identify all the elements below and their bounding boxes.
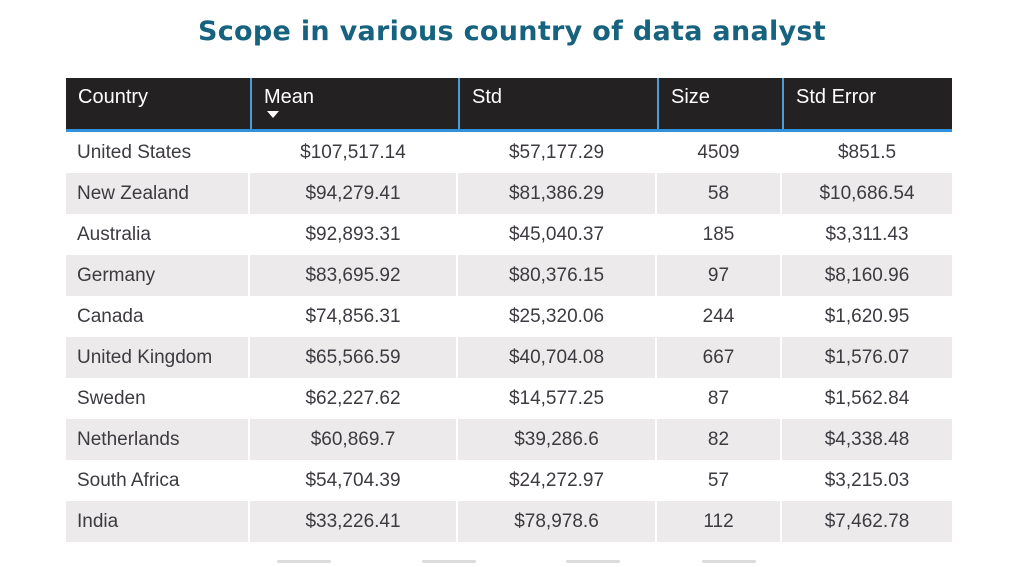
cell-country: United States: [66, 132, 250, 173]
column-header-label: Country: [78, 86, 149, 108]
data-table: Country Mean Std Size Std Error United S…: [66, 78, 952, 542]
cropped-element-fragment: [566, 560, 620, 563]
cell-std: $40,704.08: [458, 337, 657, 378]
cell-std: $81,386.29: [458, 173, 657, 214]
table-row[interactable]: Germany $83,695.92 $80,376.15 97 $8,160.…: [66, 255, 952, 296]
cell-std-error: $3,311.43: [782, 214, 952, 255]
cell-std-error: $4,338.48: [782, 419, 952, 460]
cell-size: 185: [657, 214, 782, 255]
sort-descending-icon: [267, 111, 279, 118]
cell-country: Sweden: [66, 378, 250, 419]
cell-mean: $54,704.39: [250, 460, 458, 501]
cell-size: 57: [657, 460, 782, 501]
column-header-label: Size: [671, 86, 710, 108]
cell-std: $45,040.37: [458, 214, 657, 255]
cell-country: Australia: [66, 214, 250, 255]
table-row[interactable]: United Kingdom $65,566.59 $40,704.08 667…: [66, 337, 952, 378]
cell-std: $25,320.06: [458, 296, 657, 337]
column-header-country[interactable]: Country: [66, 78, 250, 129]
table-row[interactable]: India $33,226.41 $78,978.6 112 $7,462.78: [66, 501, 952, 542]
table-row[interactable]: Sweden $62,227.62 $14,577.25 87 $1,562.8…: [66, 378, 952, 419]
cell-size: 112: [657, 501, 782, 542]
column-header-mean[interactable]: Mean: [250, 78, 458, 129]
column-header-std[interactable]: Std: [458, 78, 657, 129]
cell-size: 4509: [657, 132, 782, 173]
cell-mean: $60,869.7: [250, 419, 458, 460]
cell-std: $39,286.6: [458, 419, 657, 460]
cell-mean: $83,695.92: [250, 255, 458, 296]
cell-mean: $62,227.62: [250, 378, 458, 419]
cell-country: India: [66, 501, 250, 542]
cell-country: South Africa: [66, 460, 250, 501]
cell-std-error: $3,215.03: [782, 460, 952, 501]
cell-size: 667: [657, 337, 782, 378]
cell-size: 58: [657, 173, 782, 214]
cell-std-error: $8,160.96: [782, 255, 952, 296]
table-body: United States $107,517.14 $57,177.29 450…: [66, 132, 952, 542]
cell-size: 244: [657, 296, 782, 337]
page-title: Scope in various country of data analyst: [197, 16, 827, 47]
cell-std: $14,577.25: [458, 378, 657, 419]
cell-country: New Zealand: [66, 173, 250, 214]
column-header-label: Std Error: [796, 86, 877, 108]
table-row[interactable]: United States $107,517.14 $57,177.29 450…: [66, 132, 952, 173]
cell-size: 97: [657, 255, 782, 296]
cell-mean: $107,517.14: [250, 132, 458, 173]
table-row[interactable]: Netherlands $60,869.7 $39,286.6 82 $4,33…: [66, 419, 952, 460]
cell-mean: $92,893.31: [250, 214, 458, 255]
cell-std: $24,272.97: [458, 460, 657, 501]
cell-std: $80,376.15: [458, 255, 657, 296]
column-header-label: Std: [472, 86, 503, 108]
table-row[interactable]: Australia $92,893.31 $45,040.37 185 $3,3…: [66, 214, 952, 255]
cell-std: $78,978.6: [458, 501, 657, 542]
table-row[interactable]: South Africa $54,704.39 $24,272.97 57 $3…: [66, 460, 952, 501]
cell-mean: $74,856.31: [250, 296, 458, 337]
table-header-row: Country Mean Std Size Std Error: [66, 78, 952, 132]
cell-mean: $33,226.41: [250, 501, 458, 542]
cell-std: $57,177.29: [458, 132, 657, 173]
cell-std-error: $10,686.54: [782, 173, 952, 214]
column-header-std-error[interactable]: Std Error: [782, 78, 952, 129]
column-header-label: Mean: [264, 86, 315, 108]
cropped-element-fragment: [702, 560, 756, 563]
cell-size: 87: [657, 378, 782, 419]
cell-size: 82: [657, 419, 782, 460]
cell-country: Germany: [66, 255, 250, 296]
table-row[interactable]: Canada $74,856.31 $25,320.06 244 $1,620.…: [66, 296, 952, 337]
cropped-element-fragment: [277, 560, 331, 563]
cell-std-error: $7,462.78: [782, 501, 952, 542]
column-header-size[interactable]: Size: [657, 78, 782, 129]
cropped-element-fragment: [422, 560, 476, 563]
cell-mean: $65,566.59: [250, 337, 458, 378]
cell-std-error: $1,562.84: [782, 378, 952, 419]
cell-std-error: $851.5: [782, 132, 952, 173]
table-row[interactable]: New Zealand $94,279.41 $81,386.29 58 $10…: [66, 173, 952, 214]
cell-std-error: $1,620.95: [782, 296, 952, 337]
cell-country: United Kingdom: [66, 337, 250, 378]
cell-mean: $94,279.41: [250, 173, 458, 214]
cell-country: Canada: [66, 296, 250, 337]
cell-std-error: $1,576.07: [782, 337, 952, 378]
cell-country: Netherlands: [66, 419, 250, 460]
